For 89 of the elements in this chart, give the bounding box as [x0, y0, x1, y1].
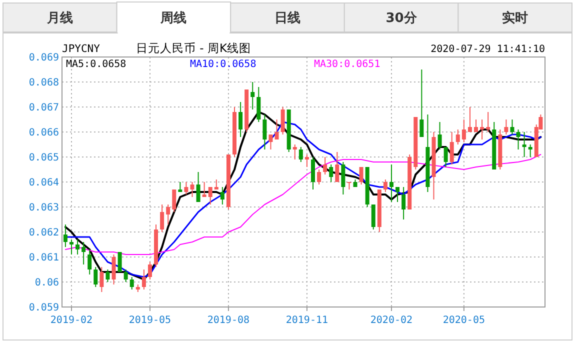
text: 实时: [502, 10, 528, 26]
candlestick: [184, 182, 188, 195]
text: 30分: [386, 11, 418, 26]
candlestick: [310, 156, 315, 190]
candlestick: [142, 269, 146, 290]
candlestick: [63, 224, 68, 248]
candlestick: [292, 144, 297, 160]
candlestick: [468, 106, 472, 132]
candlestick: [88, 249, 92, 275]
candlestick: [462, 119, 466, 142]
candlestick: [486, 112, 490, 132]
candlestick: [69, 239, 74, 255]
candlestick: [250, 82, 255, 110]
candlestick: [396, 186, 400, 202]
text: 月线: [46, 11, 73, 26]
candlestick: [106, 269, 110, 282]
candlestick: [504, 119, 508, 135]
candlestick: [402, 186, 406, 220]
candlestick: [474, 119, 478, 132]
y-tick-label: 0.065: [28, 152, 59, 164]
candlestick: [118, 252, 122, 272]
x-tick-label: 2020-02: [370, 315, 413, 326]
candlestick: [130, 276, 134, 290]
y-tick-label: 0.067: [28, 102, 59, 114]
candlestick: [438, 122, 442, 150]
x-tick-label: 2019-08: [207, 315, 250, 326]
candlestick: [323, 156, 328, 175]
candlestick: [94, 266, 98, 288]
candlestick: [335, 152, 340, 182]
candlestick: [100, 266, 104, 292]
y-tick-label: 0.064: [28, 178, 59, 188]
y-tick-label: 0.059: [28, 302, 59, 314]
y-tick-label: 0.063: [28, 202, 59, 214]
candlestick: [359, 166, 364, 185]
candlestick: [516, 129, 520, 150]
candlestick: [383, 179, 388, 192]
y-tick-label: 0.061: [28, 252, 59, 264]
text: 日线: [274, 11, 300, 26]
candlestick: [280, 106, 285, 135]
candlestick: [528, 144, 532, 158]
candlestick: [304, 154, 309, 168]
candlestick: [190, 182, 194, 198]
candlestick: [160, 204, 164, 232]
candlestick: [298, 146, 303, 162]
text: 2020-07-29 11:41:10: [430, 44, 545, 55]
candlestick: [420, 69, 424, 138]
candlestick: [480, 119, 484, 140]
candlestick: [456, 129, 460, 145]
candlestick: [208, 186, 212, 205]
candlestick: [166, 204, 170, 225]
y-tick-label: 0.06: [34, 278, 59, 288]
candlestick: [329, 164, 334, 182]
x-tick-label: 2019-11: [286, 315, 328, 326]
candlestick: [371, 204, 376, 230]
candlestick: [148, 262, 152, 280]
candlestick: [82, 242, 86, 265]
text: MA10:0.0658: [190, 59, 256, 70]
line-series: [64, 154, 542, 255]
candlestick: [389, 164, 394, 202]
candlestick: [510, 119, 514, 135]
candlestick: [522, 132, 526, 158]
candlestick: [450, 132, 454, 165]
candlestick: [256, 86, 261, 122]
x-tick-label: 2019-05: [128, 315, 172, 326]
y-tick-label: 0.068: [28, 78, 59, 88]
candlestick: [124, 269, 128, 282]
candlestick: [196, 172, 200, 202]
candlestick: [172, 189, 176, 212]
y-tick-label: 0.062: [28, 228, 59, 238]
x-tick-label: 2020-05: [442, 315, 486, 326]
text: MA30:0.0651: [314, 59, 380, 70]
y-tick-label: 0.066: [28, 128, 59, 138]
candlestick: [238, 102, 243, 138]
chart-title: 日元人民币 - 周K线图: [136, 41, 252, 55]
candlestick: [202, 182, 206, 198]
candlestick: [76, 239, 80, 255]
candlestick: [112, 254, 116, 285]
candlestick: [317, 169, 322, 185]
text: MA5:0.0658: [66, 59, 126, 70]
candlestick: [268, 134, 273, 150]
candlestick: [262, 114, 267, 150]
candlestick: [341, 162, 346, 195]
x-tick-label: 2019-02: [50, 315, 93, 326]
candlestick: [274, 119, 279, 140]
chart-subtitle: JPYCNY: [62, 43, 101, 55]
candlestick: [444, 146, 448, 168]
text: 周线: [160, 11, 187, 26]
y-tick-label: 0.069: [28, 52, 59, 64]
candlestick: [220, 186, 224, 205]
